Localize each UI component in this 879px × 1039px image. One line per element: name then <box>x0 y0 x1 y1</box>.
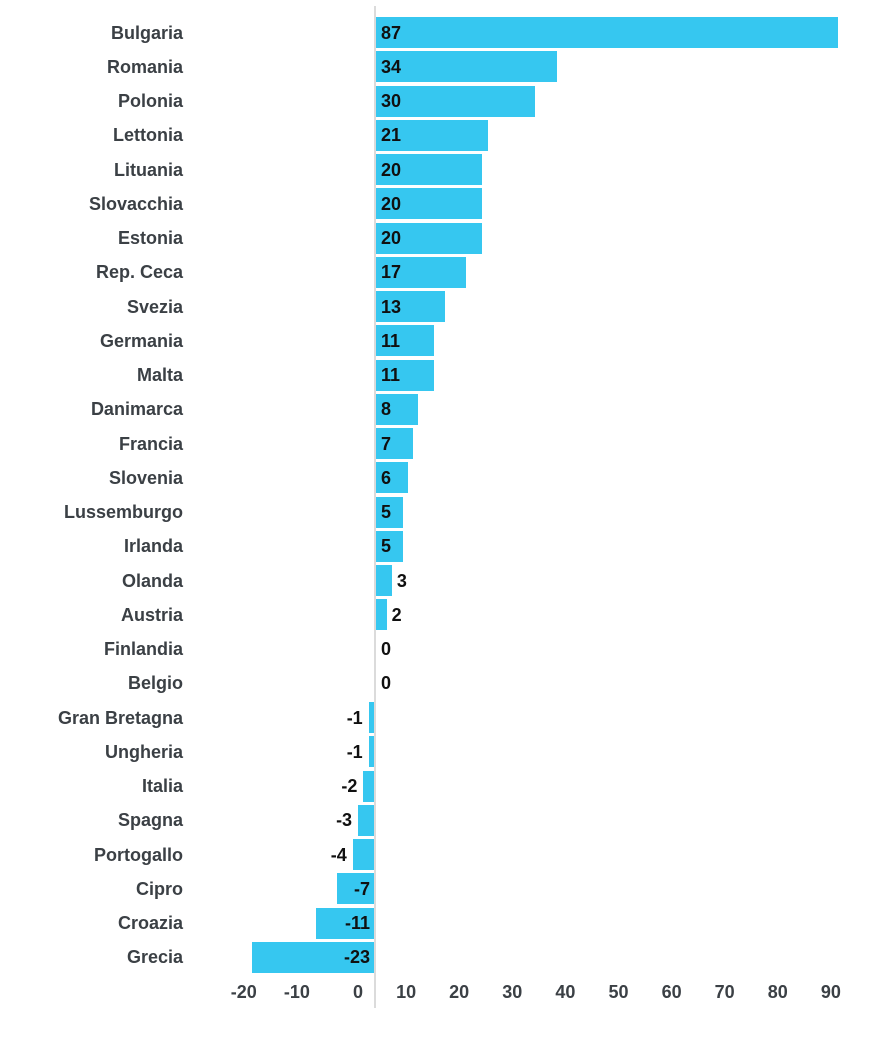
category-label: Slovenia <box>108 467 183 488</box>
bar <box>315 907 374 939</box>
category-label: Spagna <box>117 810 183 831</box>
category-label: Svezia <box>126 296 183 317</box>
bar <box>358 804 374 836</box>
x-axis-tick-label: 10 <box>396 982 417 1002</box>
value-label: 11 <box>381 330 401 351</box>
x-axis-tick-label: -10 <box>283 982 310 1002</box>
value-label: 0 <box>381 673 392 694</box>
x-axis-tick-label: 60 <box>661 982 682 1002</box>
value-label: 34 <box>381 56 402 77</box>
category-label: Romania <box>106 56 183 77</box>
bar <box>376 256 467 288</box>
bar <box>363 770 374 802</box>
bar <box>376 599 387 631</box>
bar <box>376 462 408 494</box>
category-label: Olanda <box>121 570 183 591</box>
category-label: Lettonia <box>113 125 183 146</box>
value-label: -11 <box>344 913 370 933</box>
category-label: Lituania <box>113 159 183 180</box>
category-label: Croazia <box>117 913 183 933</box>
value-label: 20 <box>381 228 402 248</box>
value-label: 8 <box>381 399 392 420</box>
value-label: 30 <box>381 91 402 111</box>
bar <box>376 17 838 48</box>
value-label: 13 <box>381 296 402 317</box>
category-label: Grecia <box>126 947 183 968</box>
value-label: 2 <box>391 604 402 625</box>
bar <box>336 873 374 905</box>
category-label: Irlanda <box>123 536 183 557</box>
category-label: Finlandia <box>103 639 183 659</box>
bar <box>376 188 483 220</box>
category-label: Estonia <box>117 228 183 248</box>
bar <box>376 428 414 459</box>
bar <box>376 222 483 254</box>
x-axis-tick-label: 0 <box>352 982 363 1002</box>
bar <box>376 154 483 185</box>
x-axis-tick-label: 30 <box>502 982 523 1002</box>
value-label: -4 <box>330 844 347 865</box>
category-label: Ungheria <box>104 741 183 762</box>
value-label: 5 <box>381 502 392 522</box>
value-label: 6 <box>381 467 392 488</box>
x-axis-tick-label: 70 <box>714 982 735 1002</box>
value-label: 7 <box>381 433 392 454</box>
x-axis-tick-label: 90 <box>820 982 841 1002</box>
category-label: Portogallo <box>94 844 183 865</box>
value-label: 5 <box>381 536 392 557</box>
value-label: -2 <box>341 776 358 796</box>
value-label: 3 <box>396 570 407 591</box>
category-label: Cipro <box>136 878 183 899</box>
bar <box>376 51 557 83</box>
value-label: 11 <box>381 365 401 385</box>
category-label: Belgio <box>127 673 183 694</box>
value-label: -23 <box>343 947 370 968</box>
category-label: Gran Bretagna <box>57 707 183 728</box>
category-label: Danimarca <box>90 399 183 420</box>
zero-axis-line <box>374 6 376 1008</box>
value-label: -1 <box>346 707 363 728</box>
x-axis-tick-label: -20 <box>230 982 257 1002</box>
category-label: Italia <box>141 776 183 796</box>
x-axis-tick-label: 20 <box>449 982 470 1002</box>
bar <box>376 565 392 596</box>
category-label: Slovacchia <box>88 193 183 214</box>
bar <box>368 702 374 733</box>
bar <box>376 119 488 151</box>
category-label: Germania <box>99 330 183 351</box>
bar <box>376 85 536 117</box>
value-label: 20 <box>381 159 402 180</box>
bar <box>376 393 419 425</box>
value-label: -7 <box>353 878 370 899</box>
category-label: Francia <box>118 433 183 454</box>
bar <box>376 496 403 528</box>
bar <box>376 325 435 357</box>
bar <box>251 941 374 973</box>
value-label: 17 <box>381 262 402 283</box>
bar <box>368 736 374 768</box>
value-label: -1 <box>346 741 363 762</box>
x-axis-tick-label: 40 <box>555 982 576 1002</box>
value-label: 20 <box>381 193 402 214</box>
value-label: -3 <box>336 810 353 831</box>
category-label: Lussemburgo <box>63 502 183 522</box>
category-label: Austria <box>120 604 183 625</box>
category-label: Bulgaria <box>110 22 183 43</box>
category-label: Polonia <box>117 91 183 111</box>
value-label: 21 <box>381 125 402 146</box>
category-label: Rep. Ceca <box>95 262 183 283</box>
bar <box>376 359 435 391</box>
bar <box>352 839 374 870</box>
bar <box>376 530 403 562</box>
value-label: 0 <box>381 639 392 659</box>
category-label: Malta <box>136 365 183 385</box>
x-axis-tick-label: 50 <box>608 982 629 1002</box>
value-label: 87 <box>381 22 402 43</box>
bar <box>376 291 446 322</box>
x-axis-tick-label: 80 <box>767 982 788 1002</box>
